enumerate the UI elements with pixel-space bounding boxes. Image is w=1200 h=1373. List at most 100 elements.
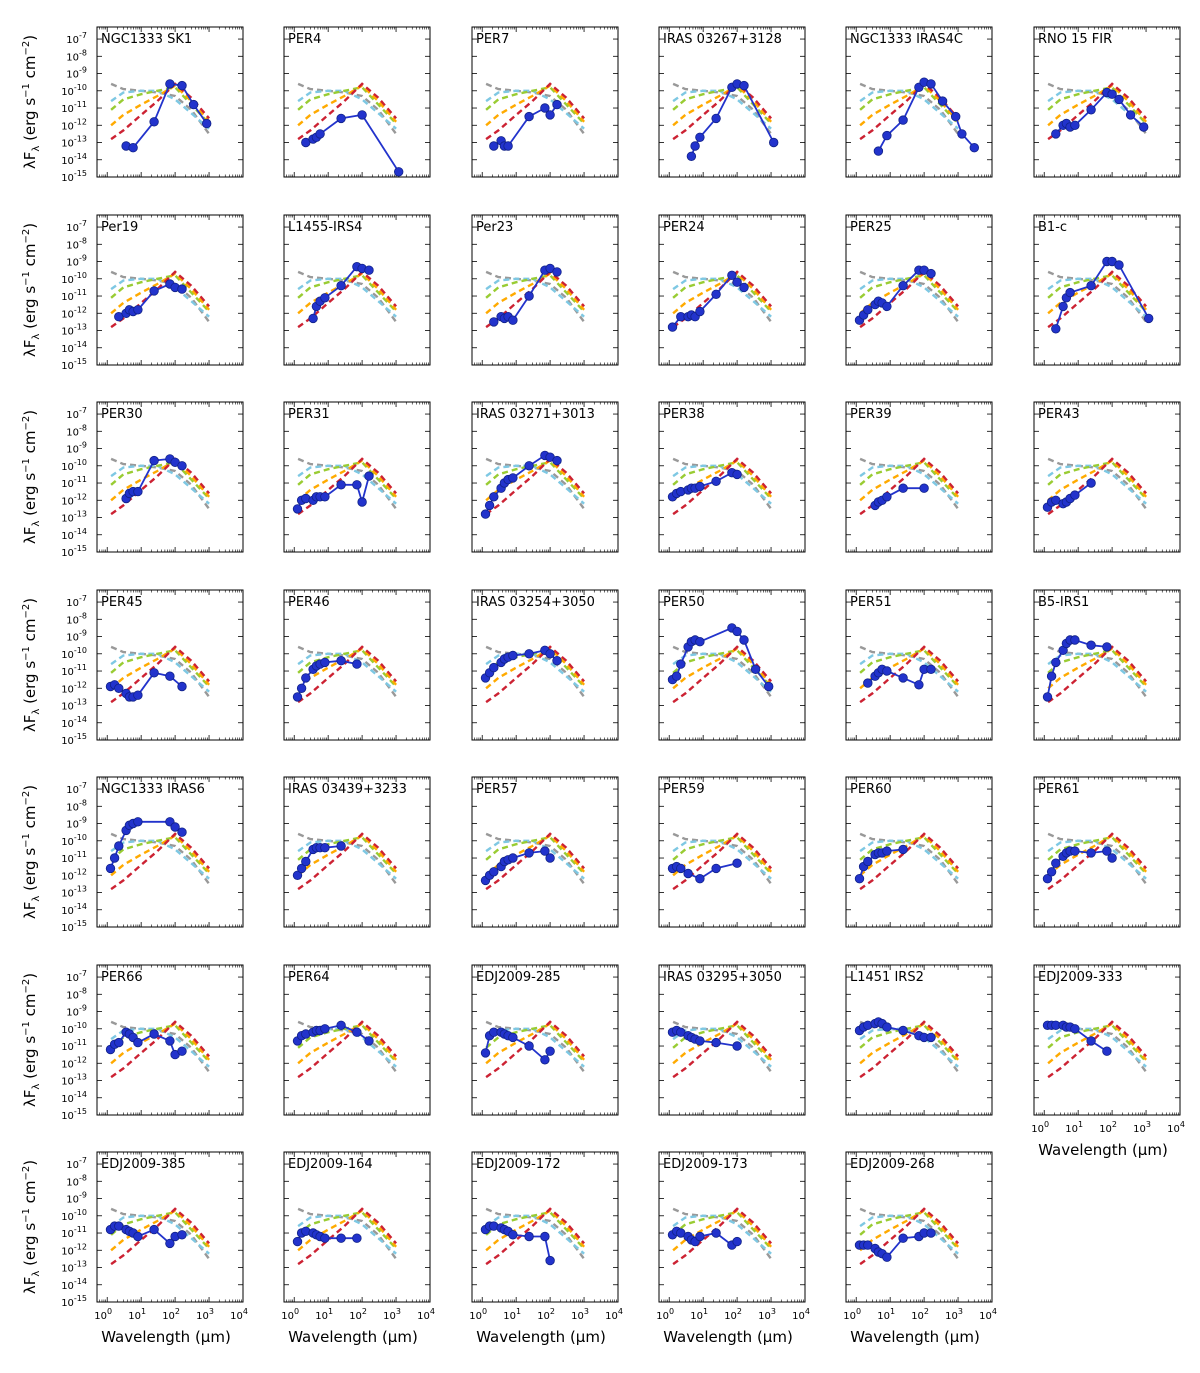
y-tick-label: 10-13 bbox=[61, 323, 87, 338]
template-sed-line bbox=[110, 82, 211, 141]
sed-point bbox=[1102, 846, 1112, 856]
sed-point bbox=[732, 1041, 742, 1051]
template-sed-line bbox=[485, 457, 586, 510]
template-sed-line bbox=[859, 1022, 960, 1065]
template-sed-line bbox=[297, 460, 397, 500]
sed-point bbox=[524, 1231, 534, 1242]
sed-point bbox=[170, 822, 180, 832]
panel: B1-c bbox=[1033, 214, 1181, 366]
sed-point bbox=[296, 683, 307, 694]
template-sed-line bbox=[297, 832, 398, 891]
sed-point bbox=[552, 656, 562, 666]
y-tick-label: 10-8 bbox=[66, 798, 87, 813]
sed-point bbox=[1107, 853, 1117, 863]
template-sed-line bbox=[672, 84, 773, 127]
x-tick-label: 102 bbox=[537, 1307, 555, 1322]
y-tick-label: 10-14 bbox=[61, 152, 87, 167]
template-sed-line bbox=[1047, 273, 1147, 313]
template-sed-line bbox=[110, 270, 211, 323]
sed-point bbox=[177, 284, 187, 294]
sed-point bbox=[336, 113, 346, 124]
x-tick-label: 102 bbox=[349, 1307, 367, 1322]
sed-point bbox=[133, 305, 143, 315]
sed-point bbox=[1042, 874, 1053, 884]
sed-point bbox=[149, 117, 159, 127]
template-sed-line bbox=[110, 1020, 211, 1079]
x-tick-label: 101 bbox=[690, 1307, 708, 1322]
sed-point bbox=[686, 151, 697, 162]
sed-point bbox=[1070, 635, 1080, 645]
sed-point bbox=[489, 492, 499, 502]
template-sed-line bbox=[485, 1214, 585, 1255]
sed-point bbox=[671, 671, 682, 681]
template-sed-line bbox=[859, 835, 959, 875]
panel: PER60 bbox=[845, 776, 993, 928]
template-sed-line bbox=[672, 1020, 773, 1079]
sed-point bbox=[201, 118, 212, 129]
sed-point bbox=[739, 282, 749, 293]
sed-point bbox=[732, 626, 742, 637]
sed-point bbox=[165, 1238, 175, 1249]
template-sed-line bbox=[297, 82, 398, 141]
x-tick-label: 101 bbox=[315, 1307, 333, 1322]
template-sed-line bbox=[485, 457, 586, 516]
panel: Per23 bbox=[471, 214, 619, 366]
template-sed-line bbox=[110, 645, 211, 698]
template-sed-line bbox=[485, 272, 586, 315]
sed-point bbox=[732, 858, 742, 868]
y-tick-label: 10-13 bbox=[61, 135, 87, 150]
panel-title: PER4 bbox=[288, 32, 321, 47]
panel-title: EDJ2009-333 bbox=[1038, 970, 1123, 985]
template-sed-line bbox=[672, 1027, 772, 1068]
panel: PER38 bbox=[658, 401, 806, 553]
template-sed-line bbox=[859, 270, 960, 329]
sed-point bbox=[552, 99, 562, 110]
sed-point bbox=[750, 664, 761, 675]
sed-point bbox=[336, 841, 346, 851]
sed-point bbox=[177, 1230, 187, 1240]
template-sed-line bbox=[859, 652, 959, 693]
sed-point bbox=[898, 281, 908, 291]
template-sed-line bbox=[110, 832, 211, 891]
sed-point bbox=[926, 1032, 936, 1043]
sed-point bbox=[926, 268, 936, 279]
template-sed-line bbox=[1047, 464, 1147, 505]
template-sed-line bbox=[110, 272, 211, 315]
sed-point bbox=[1070, 846, 1080, 856]
sed-point bbox=[1051, 858, 1061, 868]
template-sed-line bbox=[859, 82, 960, 135]
y-tick-label: 10-8 bbox=[66, 423, 87, 438]
template-sed-line bbox=[485, 1023, 585, 1063]
sed-point bbox=[863, 305, 873, 315]
y-tick-label: 10-12 bbox=[61, 1242, 87, 1257]
sed-point bbox=[854, 874, 865, 884]
template-sed-line bbox=[1047, 82, 1148, 141]
sed-point bbox=[489, 317, 499, 327]
template-sed-line bbox=[485, 1207, 586, 1266]
sed-point bbox=[357, 497, 367, 507]
template-sed-line bbox=[1047, 1022, 1148, 1065]
template-sed-line bbox=[297, 85, 397, 125]
panel: PER39 bbox=[845, 401, 993, 553]
template-sed-line bbox=[1047, 457, 1148, 510]
panel-title: PER7 bbox=[476, 32, 509, 47]
sed-point bbox=[292, 504, 303, 514]
sed-point bbox=[524, 1041, 534, 1051]
panel: IRAS 03295+3050 bbox=[658, 964, 806, 1116]
template-sed-line bbox=[672, 272, 773, 315]
sed-point bbox=[898, 483, 908, 493]
template-sed-line bbox=[859, 648, 959, 688]
sed-point bbox=[320, 492, 330, 502]
y-tick-label: 10-9 bbox=[66, 254, 87, 269]
sed-point bbox=[552, 267, 562, 277]
sed-point bbox=[1102, 642, 1112, 652]
panel: EDJ2009-285 bbox=[471, 964, 619, 1116]
sed-point bbox=[308, 313, 318, 324]
y-tick-label: 10-7 bbox=[66, 781, 87, 796]
sed-point bbox=[1070, 1024, 1080, 1034]
panel-title: PER50 bbox=[663, 595, 705, 610]
sed-point bbox=[898, 115, 908, 125]
sed-point bbox=[114, 841, 124, 851]
panel: PER50 bbox=[658, 589, 806, 741]
template-sed-line bbox=[672, 1214, 772, 1255]
